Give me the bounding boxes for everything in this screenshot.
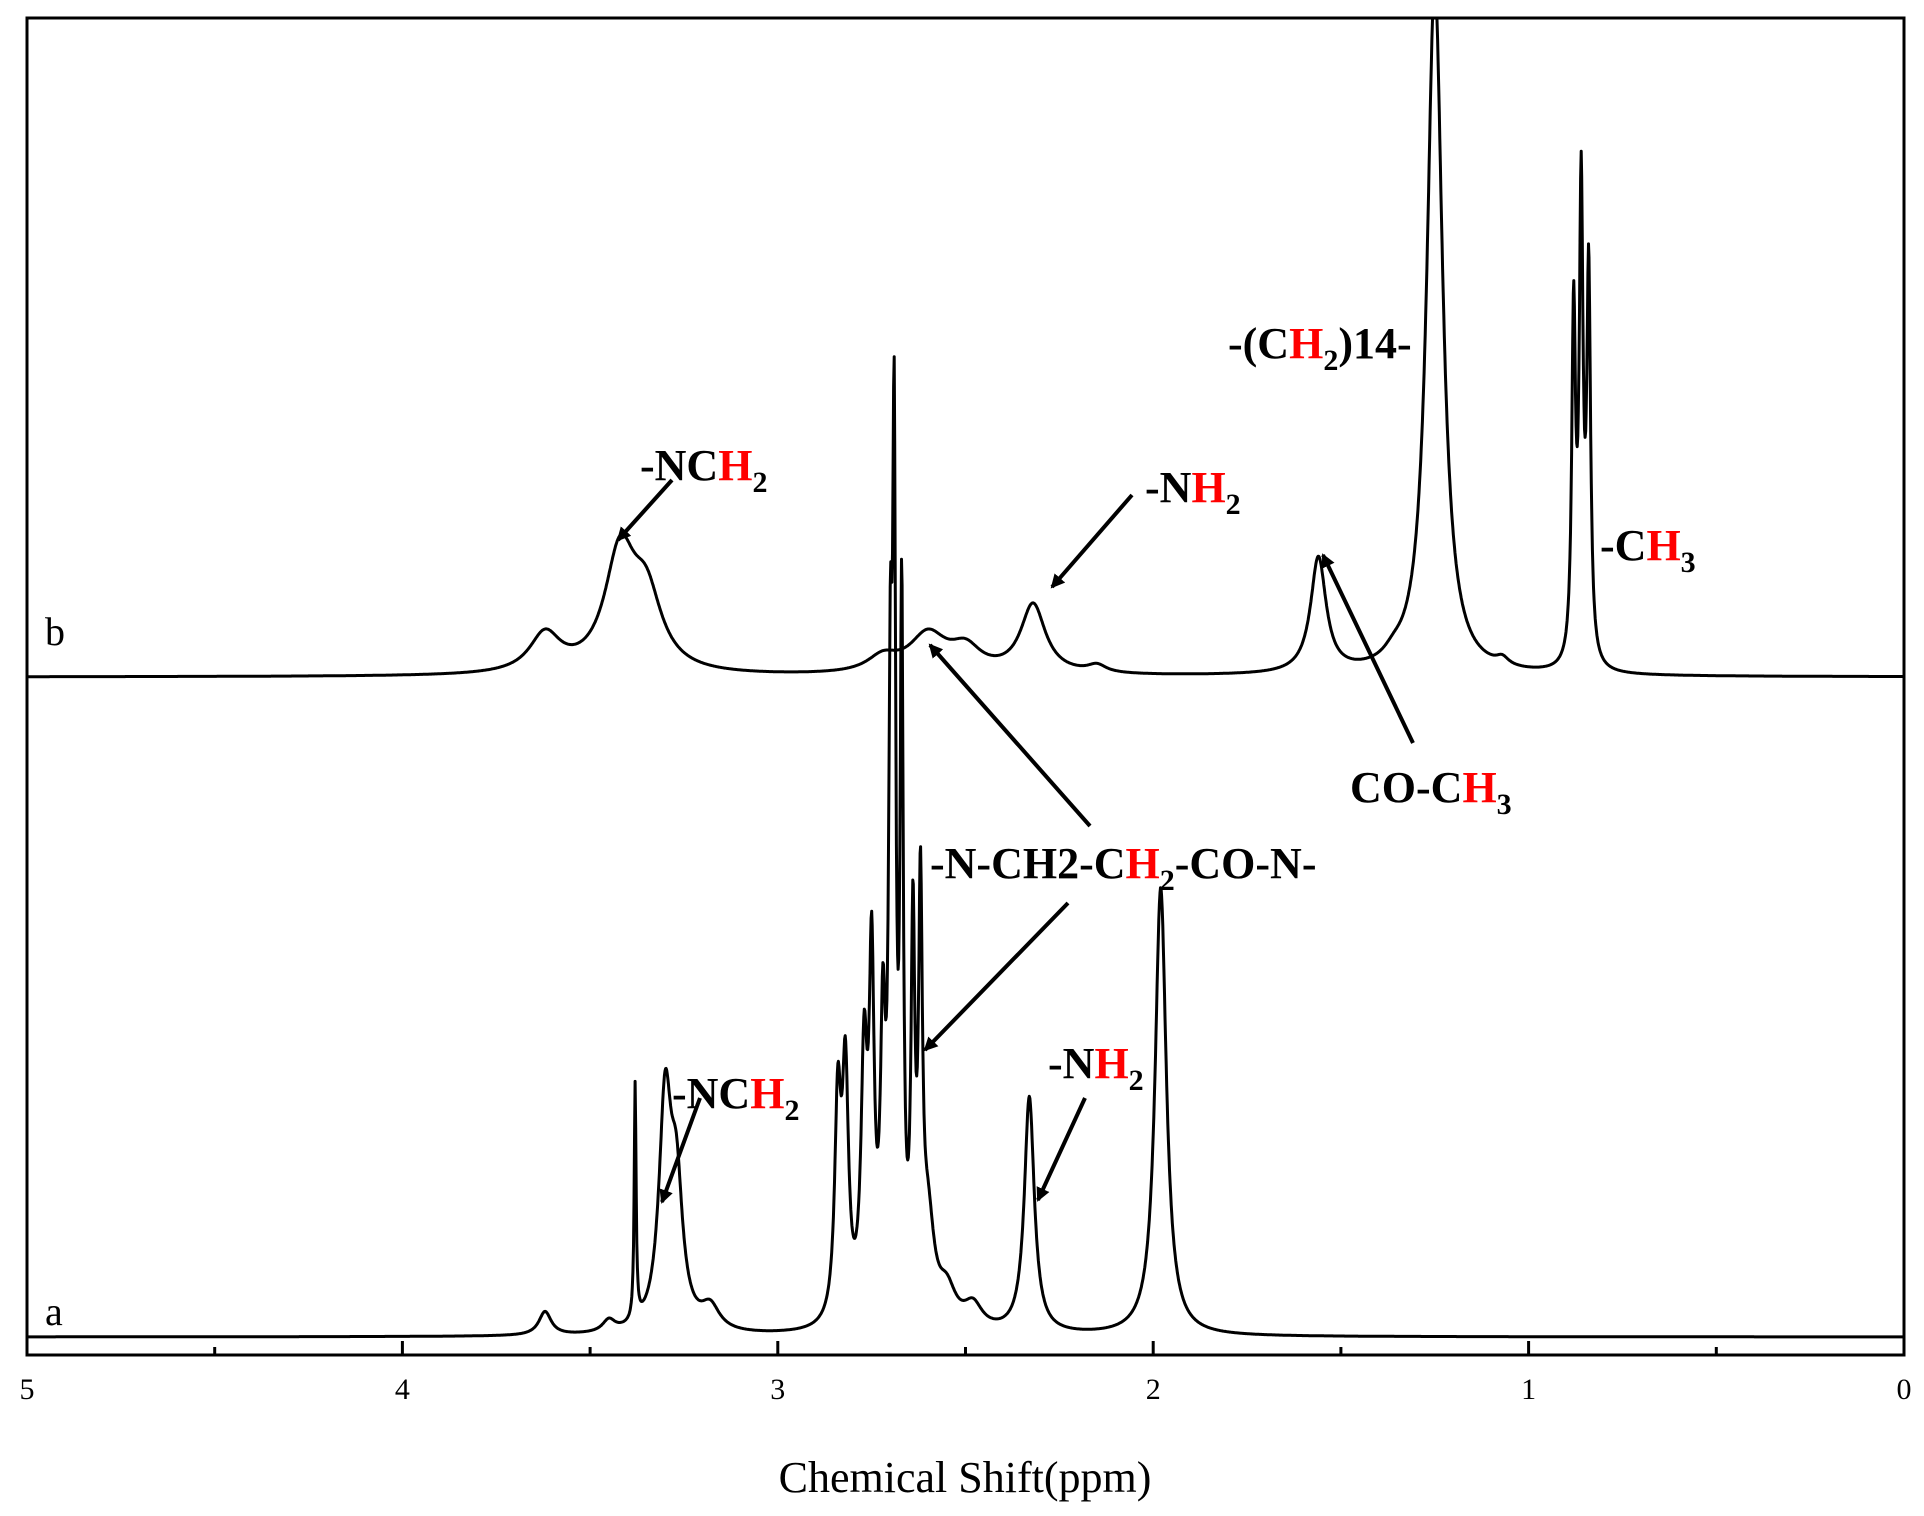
ann-text-base: -N <box>1145 463 1192 512</box>
arrow-down <box>923 901 1070 1052</box>
ann-text-highlight: H <box>718 441 752 490</box>
ann-text-highlight: H <box>1646 521 1680 570</box>
arrow <box>1321 553 1415 744</box>
trace-label-a: a <box>45 1289 63 1334</box>
ann-text-highlight: H <box>1094 1039 1128 1088</box>
ann-text-sub: 2 <box>1323 344 1338 377</box>
x-axis-ticks: 5 4 3 2 1 0 <box>20 1341 1912 1406</box>
x-tick-label-3: 3 <box>770 1373 785 1406</box>
ann-text-highlight: H <box>1191 463 1225 512</box>
arrow-up <box>928 643 1092 828</box>
arrow <box>659 1097 702 1204</box>
annotation-a-nch2: -NCH2 <box>659 1069 799 1204</box>
svg-text:CO-CH3: CO-CH3 <box>1350 763 1512 821</box>
arrow <box>616 478 674 542</box>
ann-text-suffix: )14- <box>1338 319 1411 368</box>
ann-text-sub: 2 <box>784 1094 799 1127</box>
x-axis-title: Chemical Shift(ppm) <box>779 1453 1152 1502</box>
svg-text:-(CH2)14-: -(CH2)14- <box>1228 319 1412 377</box>
arrow <box>1036 1097 1087 1202</box>
arrow <box>1050 493 1134 589</box>
x-tick-label-5: 5 <box>20 1373 35 1406</box>
x-tick-label-0: 0 <box>1897 1373 1912 1406</box>
annotation-a-nh2: -NH2 <box>1036 1039 1144 1202</box>
ann-text-highlight: H <box>1126 839 1160 888</box>
ann-text-sub: 3 <box>1681 546 1696 579</box>
ann-text-sub: 2 <box>1160 864 1175 897</box>
ann-text-base: -C <box>1600 521 1646 570</box>
annotation-b-coch3: CO-CH3 <box>1321 553 1512 821</box>
ann-text-base: -N-CH2-C <box>930 839 1126 888</box>
svg-text:-CH3: -CH3 <box>1600 521 1696 579</box>
annotation-b-nh2: -NH2 <box>1050 463 1241 589</box>
svg-text:-N-CH2-CH2-CO-N-: -N-CH2-CH2-CO-N- <box>930 839 1316 897</box>
annotation-b-nch2: -NCH2 <box>616 441 767 542</box>
x-tick-label-1: 1 <box>1521 1373 1536 1406</box>
spectrum-b <box>26 16 1905 679</box>
svg-text:-NCH2: -NCH2 <box>672 1069 799 1127</box>
annotation-b-ch3: -CH3 <box>1600 521 1696 579</box>
ann-text-sub: 2 <box>752 466 767 499</box>
ann-text-base: -N <box>1048 1039 1095 1088</box>
x-tick-label-4: 4 <box>395 1373 410 1406</box>
ann-text-highlight: H <box>750 1069 784 1118</box>
ann-text-sub: 2 <box>1226 488 1241 521</box>
ann-text-suffix: -CO-N- <box>1175 839 1317 888</box>
trace-label-b: b <box>45 609 65 654</box>
annotation-b-ch2-14: -(CH2)14- <box>1228 319 1412 377</box>
spectrum-a <box>26 355 1905 1339</box>
ann-text-sub: 2 <box>1129 1064 1144 1097</box>
svg-text:-NCH2: -NCH2 <box>640 441 767 499</box>
svg-text:-NH2: -NH2 <box>1048 1039 1144 1097</box>
ann-text-sub: 3 <box>1497 788 1512 821</box>
ann-text-base: -(C <box>1228 319 1289 368</box>
svg-text:-NH2: -NH2 <box>1145 463 1241 521</box>
spectra <box>26 16 1905 1339</box>
annotation-linker-ch2: -N-CH2-CH2-CO-N- <box>923 643 1316 1052</box>
ann-text-highlight: H <box>1289 319 1323 368</box>
ann-text-base: -NC <box>672 1069 750 1118</box>
ann-text-base: -NC <box>640 441 718 490</box>
x-tick-label-2: 2 <box>1146 1373 1161 1406</box>
ann-text-highlight: H <box>1462 763 1496 812</box>
ann-text-base: CO-C <box>1350 763 1462 812</box>
